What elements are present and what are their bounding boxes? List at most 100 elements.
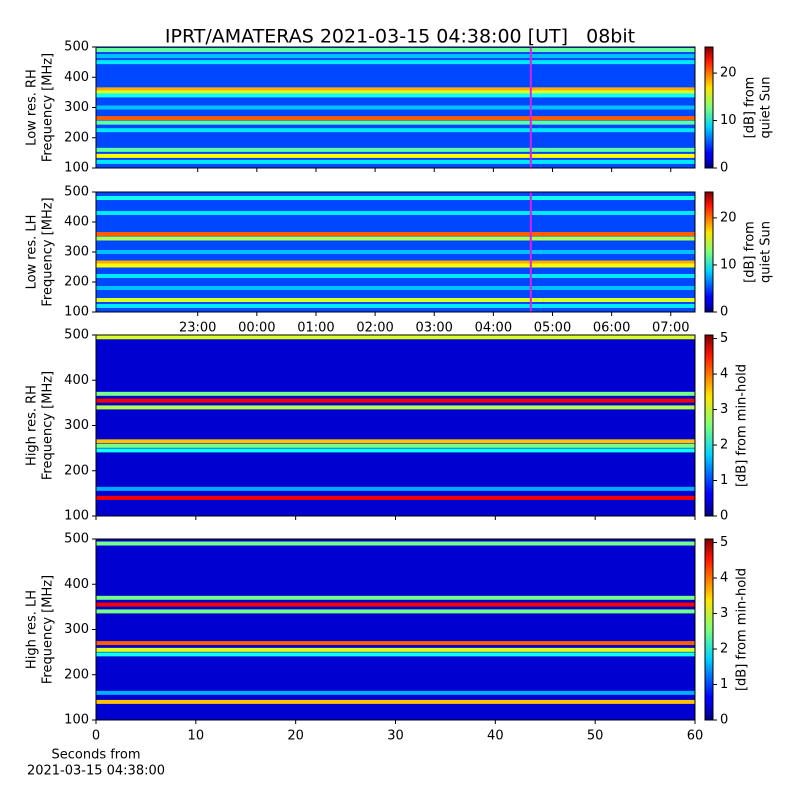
heatmap-band xyxy=(96,443,695,448)
colorbar-tick-label: 0 xyxy=(720,305,728,320)
y-tick-label: 500 xyxy=(64,328,89,343)
colorbar xyxy=(704,46,714,169)
heatmap-band xyxy=(96,196,695,200)
heatmap-band xyxy=(96,298,695,302)
x-axis-label: Seconds from xyxy=(51,748,140,763)
heatmap-base xyxy=(96,539,695,720)
x-tick-label: 30 xyxy=(387,729,404,744)
colorbar-tick-label: 5 xyxy=(720,535,728,550)
heatmap-band xyxy=(96,60,695,65)
heatmap-band xyxy=(96,48,695,53)
heatmap-band xyxy=(96,304,695,308)
x-tick-label: 01:00 xyxy=(297,321,334,336)
heatmap-band xyxy=(96,236,695,241)
x-tick-label: 02:00 xyxy=(356,321,393,336)
y-tick-label: 500 xyxy=(64,532,89,547)
heatmap-band xyxy=(96,609,695,614)
y-tick-label: 200 xyxy=(64,130,89,145)
heatmap-band xyxy=(96,54,695,59)
heatmap-band xyxy=(96,595,695,600)
y-tick-label: 400 xyxy=(64,215,89,230)
colorbar-tick-label: 20 xyxy=(720,66,737,81)
x-tick-label: 0 xyxy=(92,729,100,744)
heatmap-band xyxy=(96,93,695,98)
colorbar-label: quiet Sun xyxy=(759,76,774,138)
x-tick-label: 03:00 xyxy=(415,321,452,336)
heatmap-band xyxy=(96,232,695,236)
heatmap-band xyxy=(96,652,695,657)
chart-title: IPRT/AMATERAS 2021-03-15 04:38:00 [UT] 0… xyxy=(165,26,635,48)
heatmap-band xyxy=(96,647,695,652)
colorbar-tick-label: 10 xyxy=(720,113,737,128)
y-tick-label: 300 xyxy=(64,100,89,115)
colorbar-tick-label: 3 xyxy=(720,402,728,417)
colorbar-tick-label: 4 xyxy=(720,367,728,382)
heatmap-band xyxy=(96,448,695,453)
y-tick-label: 100 xyxy=(64,713,89,728)
y-tick-label: 100 xyxy=(64,305,89,320)
heatmap-band xyxy=(96,116,695,121)
heatmap-band xyxy=(96,335,695,340)
heatmap-band xyxy=(96,690,695,695)
x-tick-label: 00:00 xyxy=(238,321,275,336)
colorbar-tick-label: 1 xyxy=(720,677,728,692)
heatmap-band xyxy=(96,211,695,215)
heatmap-band xyxy=(96,641,695,646)
colorbar-tick-label: 0 xyxy=(720,713,728,728)
colorbar-tick-label: 3 xyxy=(720,606,728,621)
heatmap-band xyxy=(96,128,695,133)
x-tick-label: 23:00 xyxy=(179,321,216,336)
y-tick-label: 400 xyxy=(64,577,89,592)
y-tick-label: 400 xyxy=(64,373,89,388)
y-tick-label: 200 xyxy=(64,275,89,290)
y-axis-label: Frequency [MHz] xyxy=(41,197,56,306)
heatmap-band xyxy=(96,90,695,95)
y-tick-label: 300 xyxy=(64,622,89,637)
heatmap-band xyxy=(96,147,695,152)
x-tick-label: 60 xyxy=(687,729,704,744)
heatmap-band xyxy=(96,274,695,278)
heatmap-band xyxy=(96,495,695,500)
x-tick-label: 40 xyxy=(487,729,504,744)
y-tick-label: 300 xyxy=(64,418,89,433)
colorbar-tick-label: 2 xyxy=(720,642,728,657)
heatmap-base xyxy=(96,335,695,516)
colorbar-tick-label: 10 xyxy=(720,257,737,272)
heatmap-band xyxy=(96,405,695,410)
colorbar-tick-label: 4 xyxy=(720,571,728,586)
colorbar-tick-label: 0 xyxy=(720,509,728,524)
x-tick-label: 50 xyxy=(587,729,604,744)
heatmap-band xyxy=(96,286,695,290)
heatmap-band xyxy=(96,87,695,92)
heatmap-band xyxy=(96,153,695,158)
y-tick-label: 200 xyxy=(64,463,89,478)
x-tick-label: 10 xyxy=(188,729,205,744)
heatmap-band xyxy=(96,391,695,396)
colorbar-label: [dB] from min-hold xyxy=(735,568,750,691)
colorbar-tick-label: 2 xyxy=(720,438,728,453)
x-tick-label: 04:00 xyxy=(475,321,512,336)
heatmap-band xyxy=(96,260,695,265)
y-axis-label: Frequency [MHz] xyxy=(41,371,56,480)
heatmap-band xyxy=(96,105,695,110)
heatmap-band xyxy=(96,541,695,546)
heatmap-band xyxy=(96,439,695,444)
colorbar-label: [dB] from xyxy=(743,221,758,283)
colorbar-label: [dB] from min-hold xyxy=(735,364,750,487)
heatmap-band xyxy=(96,602,695,607)
colorbar-label: quiet Sun xyxy=(759,221,774,283)
heatmap-band xyxy=(96,250,695,254)
x-tick-label: 05:00 xyxy=(534,321,571,336)
heatmap-band xyxy=(96,699,695,704)
heatmap-band xyxy=(96,159,695,164)
colorbar xyxy=(704,334,714,517)
y-tick-label: 500 xyxy=(64,40,89,55)
y-axis-label: High res. RH xyxy=(25,385,40,466)
y-axis-label: Low res. RH xyxy=(25,69,40,146)
y-axis-label: Frequency [MHz] xyxy=(41,575,56,684)
x-tick-label: 20 xyxy=(287,729,304,744)
y-tick-label: 200 xyxy=(64,667,89,682)
heatmap-band xyxy=(96,398,695,403)
colorbar xyxy=(704,191,714,313)
